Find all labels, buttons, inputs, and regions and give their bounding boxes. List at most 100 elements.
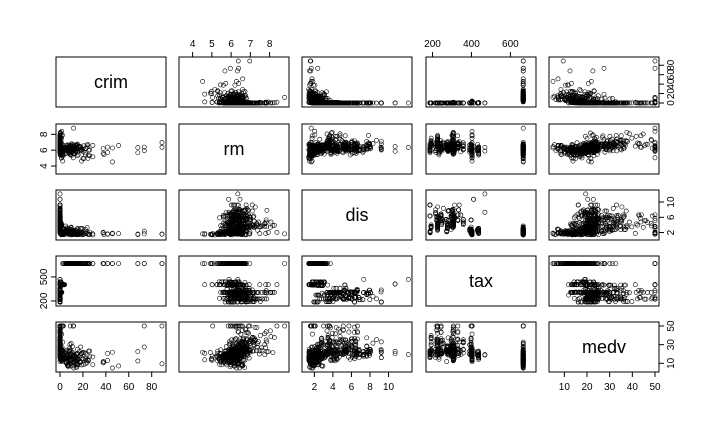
panel-dis-dis: [301, 189, 413, 241]
panel-rm-dis: [301, 123, 413, 175]
point-218-medv-rm: [270, 350, 276, 355]
point-164-tax-rm: [265, 282, 271, 288]
point-63-tax-dis: [367, 297, 373, 303]
panel-rm-tax: [425, 123, 537, 175]
panel-tax-rm: [178, 255, 290, 307]
point-161-medv-rm: [274, 323, 280, 329]
point-209-medv-rm: [256, 351, 262, 357]
point-56-dis-tax: [452, 202, 457, 208]
point-55-tax-dis: [374, 296, 379, 302]
point-48-rm-tax: [436, 152, 442, 158]
point-54-dis-tax: [482, 209, 488, 215]
point-186-medv-tax: [468, 323, 474, 329]
point-48-medv-dis: [347, 356, 353, 362]
point-64-tax-dis: [378, 287, 384, 293]
point-57-medv-dis: [370, 340, 376, 346]
point-62-dis-tax: [433, 210, 439, 215]
point-31-tax-medv: [572, 289, 577, 295]
point-157-dis-medv: [632, 230, 638, 236]
point-145-rm-tax: [469, 158, 475, 164]
point-145-medv-rm: [202, 357, 208, 363]
point-73-dis-tax: [468, 217, 474, 223]
point-62-tax-dis: [360, 297, 366, 303]
panel-crim-dis: [301, 56, 413, 108]
point-18-dis-rm: [218, 223, 224, 229]
point-157-medv-tax: [469, 331, 475, 337]
panel-rm-medv: [548, 123, 660, 175]
point-57-rm-dis: [370, 141, 376, 147]
point-193-rm-dis: [317, 136, 323, 142]
point-180-tax-medv: [629, 299, 635, 304]
point-24-dis-medv: [574, 220, 580, 226]
diagonal-label-dis: dis: [345, 205, 368, 225]
point-186-tax-dis: [325, 282, 331, 288]
point-79-rm-dis: [335, 148, 340, 154]
point-202-medv-dis: [330, 330, 335, 336]
point-64-dis-medv: [614, 202, 619, 208]
point-57-crim-dis: [370, 100, 376, 106]
point-224-medv-dis: [324, 328, 330, 334]
point-139-crim-rm: [209, 100, 215, 105]
point-242-dis-rm: [264, 207, 270, 213]
point-73-tax-dis: [342, 282, 348, 288]
point-61-tax-dis: [356, 297, 362, 303]
point-64-rm-dis: [378, 139, 384, 144]
point-160-dis-rm: [263, 231, 269, 236]
point-34-tax-medv: [569, 289, 575, 295]
panel-medv-rm: [178, 321, 290, 373]
point-33-dis-rm: [222, 223, 228, 229]
point-139-tax-rm: [209, 282, 215, 288]
point-211-medv-rm: [262, 352, 268, 358]
point-63-dis-tax: [433, 207, 439, 213]
point-234-dis-rm: [251, 218, 257, 224]
panel-crim-tax: [425, 56, 537, 108]
point-55-rm-dis: [374, 137, 379, 143]
panel-dis-crim: [55, 189, 167, 241]
point-160-medv-rm: [263, 345, 269, 350]
point-57-tax-dis: [370, 294, 376, 299]
point-66-dis-tax: [458, 212, 464, 218]
point-56-tax-dis: [378, 289, 384, 295]
point-195-medv-dis: [321, 323, 326, 329]
point-97-rm-medv: [626, 131, 632, 137]
panel-rm-rm: [178, 123, 290, 175]
point-180-medv-rm: [257, 333, 263, 338]
point-87-dis-tax: [444, 223, 450, 229]
panel-medv-tax: [425, 321, 537, 373]
panel-dis-tax: [425, 189, 537, 241]
point-32-medv-dis: [330, 357, 336, 363]
point-54-rm-tax: [482, 148, 488, 154]
point-180-rm-medv: [629, 135, 635, 141]
panel-dis-rm: [178, 189, 290, 241]
point-242-rm-dis: [366, 133, 371, 138]
point-55-dis-medv: [619, 204, 625, 210]
point-64-dis-rm: [249, 202, 255, 208]
point-18-tax-rm: [218, 289, 224, 295]
point-55-medv-dis: [374, 337, 379, 343]
point-64-dis-tax: [456, 202, 462, 208]
point-57-dis-tax: [441, 206, 446, 211]
point-60-dis-rm: [223, 210, 229, 215]
point-159-tax-rm: [257, 282, 263, 288]
point-86-dis-tax: [444, 220, 450, 226]
point-157-medv-dis: [309, 331, 315, 337]
point-57-dis-medv: [610, 206, 616, 211]
point-57-crim-tax: [441, 100, 446, 106]
diagonal-label-tax: tax: [469, 271, 493, 291]
point-232-rm-medv: [633, 133, 639, 139]
diagonal-label-medv: medv: [582, 337, 626, 357]
point-49-tax-dis: [349, 295, 355, 301]
point-226-rm-medv: [624, 129, 630, 135]
point-48-dis-medv: [571, 215, 577, 221]
point-224-dis-medv: [640, 224, 646, 230]
panel-tax-medv: [548, 255, 660, 307]
panel-crim-crim: [55, 56, 167, 108]
diagonal-label-rm: rm: [224, 139, 245, 159]
point-145-crim-rm: [202, 99, 208, 105]
point-64-medv-dis: [378, 339, 384, 345]
point-66-crim-tax: [458, 100, 464, 106]
panel-tax-tax: [425, 255, 537, 307]
point-161-tax-rm: [274, 282, 280, 288]
